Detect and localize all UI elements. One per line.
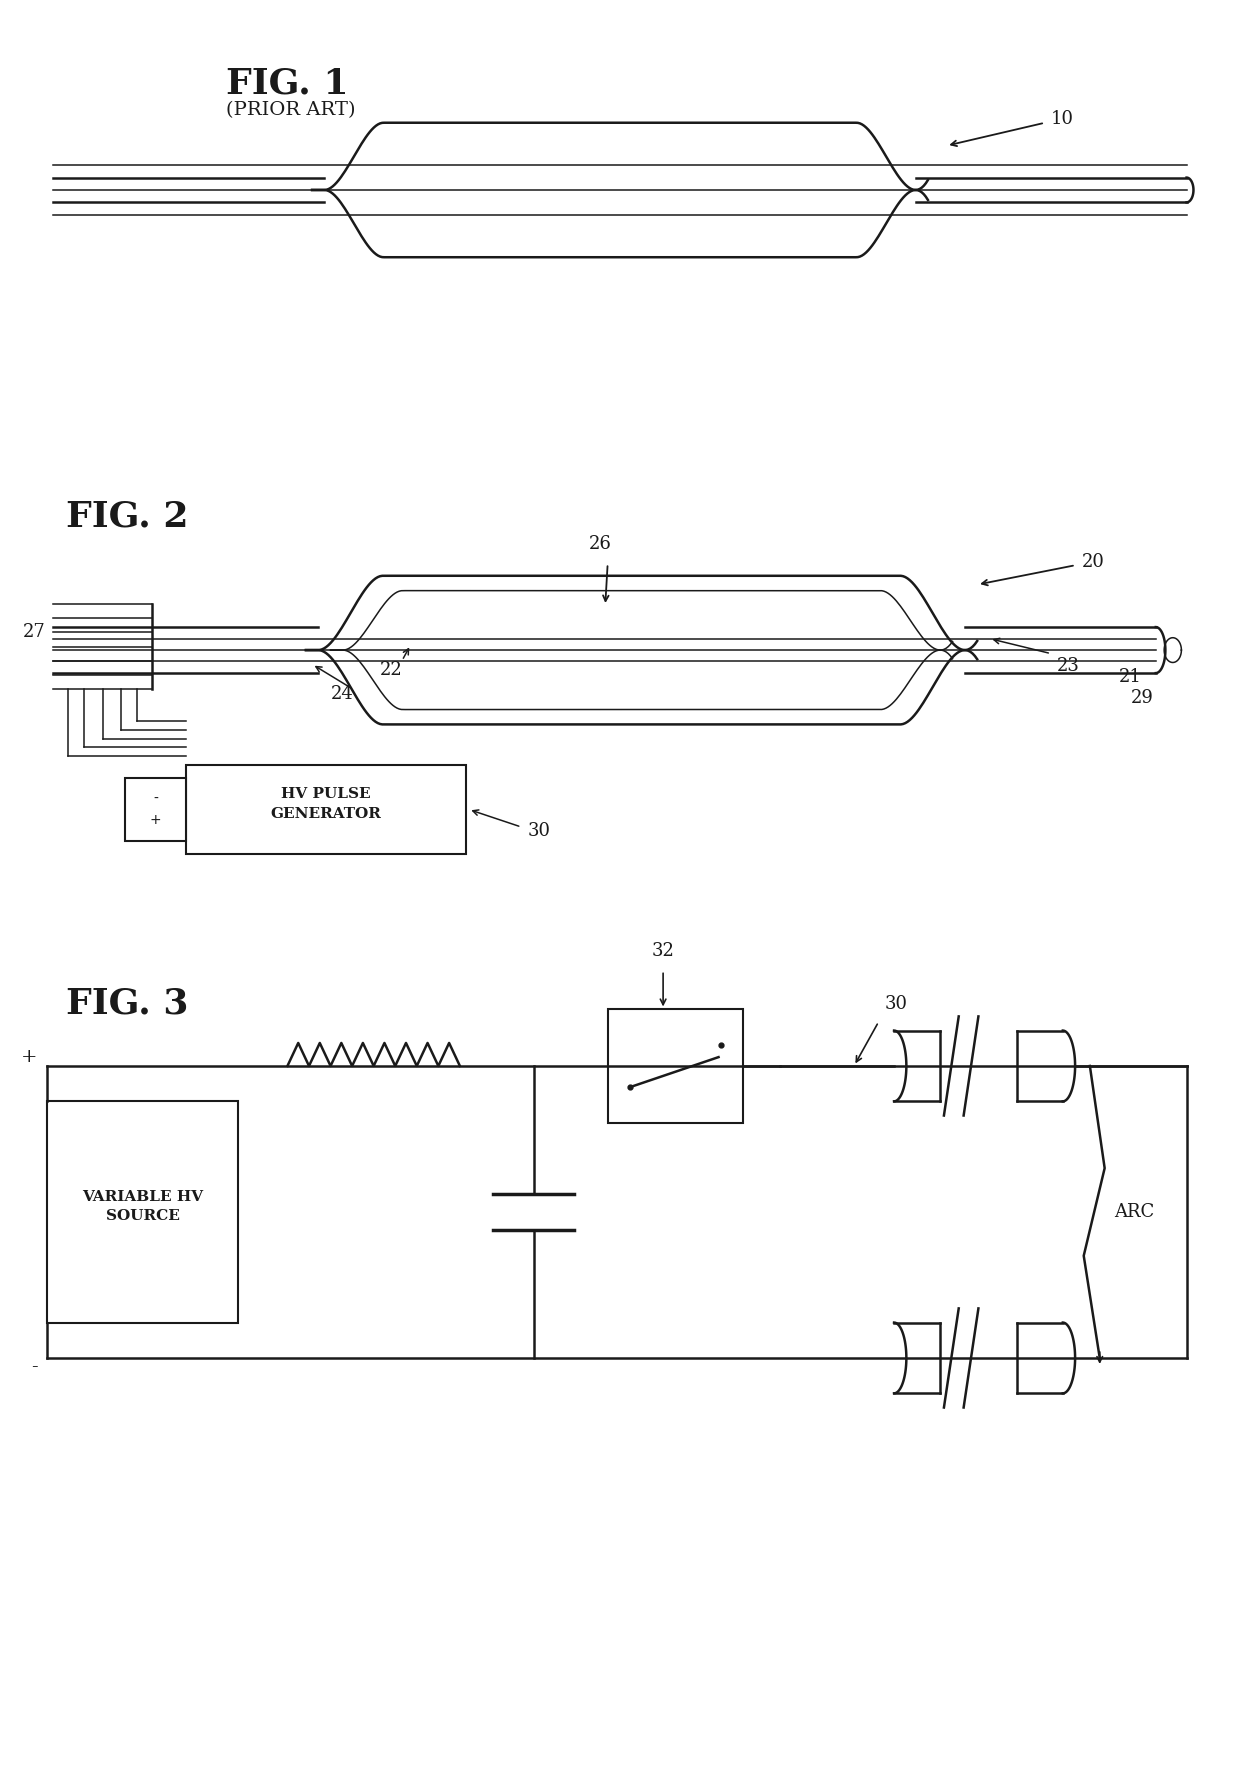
Text: +: + [150,813,161,827]
Text: 22: 22 [379,661,403,679]
Text: FIG. 2: FIG. 2 [66,500,188,533]
Text: -: - [154,791,157,805]
Text: (PRIOR ART): (PRIOR ART) [226,101,356,119]
Text: 24: 24 [331,685,353,704]
Text: 32: 32 [652,942,675,960]
FancyBboxPatch shape [186,765,466,853]
FancyBboxPatch shape [125,777,186,841]
Text: 10: 10 [1052,110,1074,128]
Text: 21: 21 [1118,669,1142,686]
Text: FIG. 3: FIG. 3 [66,987,188,1021]
FancyBboxPatch shape [608,1010,743,1122]
Text: 20: 20 [1081,553,1105,571]
Text: HV PULSE
GENERATOR: HV PULSE GENERATOR [270,788,382,821]
Text: 23: 23 [1058,658,1080,676]
Text: 27: 27 [22,624,46,642]
FancyBboxPatch shape [47,1101,238,1323]
Text: 29: 29 [1131,688,1154,708]
Text: 30: 30 [528,821,551,839]
Text: -: - [31,1358,37,1376]
Text: +: + [21,1047,37,1067]
Text: VARIABLE HV
SOURCE: VARIABLE HV SOURCE [82,1189,203,1223]
Text: ARC: ARC [1115,1204,1154,1221]
Text: 26: 26 [589,535,613,553]
Text: 30: 30 [885,996,908,1013]
Text: FIG. 1: FIG. 1 [226,66,348,100]
